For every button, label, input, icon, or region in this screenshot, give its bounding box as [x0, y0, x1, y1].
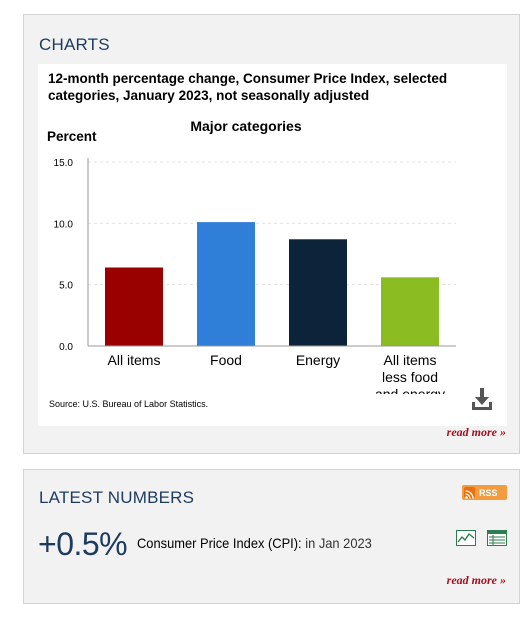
chart-subtitle: Major categories [190, 118, 301, 134]
y-axis-label: Percent [47, 129, 97, 144]
y-tick-label: 0.0 [59, 342, 73, 353]
chart-source: Source: U.S. Bureau of Labor Statistics. [49, 399, 209, 409]
cpi-period: in Jan 2023 [305, 535, 372, 551]
latest-heading: LATEST NUMBERS [39, 488, 195, 507]
y-tick-label: 10.0 [54, 219, 74, 230]
cpi-change-value: +0.5% [38, 526, 128, 562]
x-tick-label: All items [108, 352, 161, 368]
charts-read-more-link[interactable]: read more » [446, 425, 506, 439]
latest-read-more-link[interactable]: read more » [446, 573, 506, 587]
x-tick-label: Energy [296, 352, 340, 368]
charts-heading: CHARTS [39, 35, 110, 54]
bar-all-items[interactable] [105, 267, 163, 346]
bar-energy[interactable] [289, 239, 347, 346]
x-tick-label: and energy [375, 386, 445, 394]
bars [105, 222, 439, 346]
line-chart-icon[interactable] [456, 530, 476, 546]
y-tick-label: 15.0 [54, 158, 74, 169]
x-tick-label: less food [382, 369, 438, 385]
cpi-label-row: Consumer Price Index (CPI): in Jan 2023 [137, 535, 372, 551]
bar-chart: Major categories Percent 0.05.010.015.0 … [47, 118, 456, 394]
download-icon[interactable] [470, 386, 494, 412]
cpi-label: Consumer Price Index (CPI): [137, 535, 302, 551]
rss-button[interactable]: RSS [462, 485, 507, 500]
y-tick-labels: 0.0 5.0 10.0 15.0 [54, 158, 74, 353]
x-tick-label: Food [210, 352, 242, 368]
chart-title: 12-month percentage change, Consumer Pri… [48, 71, 448, 103]
rss-icon [464, 487, 475, 499]
rss-label: RSS [479, 487, 498, 498]
x-tick-label: All items [384, 352, 437, 368]
charts-panel: CHARTS 12-month percentage change, Consu… [23, 14, 520, 454]
bar-food[interactable] [197, 222, 255, 346]
latest-numbers-panel: LATEST NUMBERS RSS +0.5% Consumer Price … [23, 469, 520, 604]
table-icon[interactable] [487, 530, 507, 546]
gridlines [88, 161, 456, 286]
chart-card: 12-month percentage change, Consumer Pri… [38, 64, 507, 426]
bar-all-items-less-food-and-energy[interactable] [381, 277, 439, 346]
y-tick-label: 5.0 [59, 281, 73, 292]
